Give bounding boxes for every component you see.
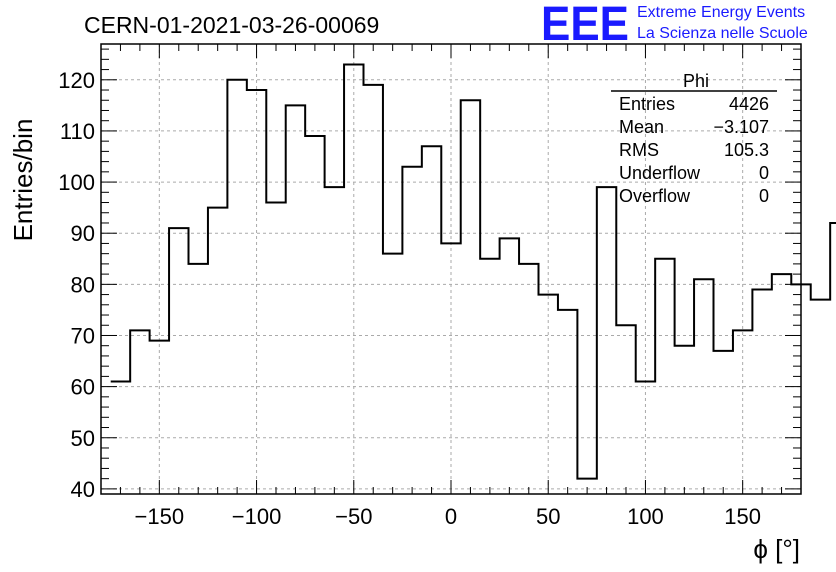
histogram-bin: [675, 346, 694, 348]
x-tick-label: 50: [536, 504, 560, 529]
histogram-bin: [364, 85, 383, 87]
histogram-bin: [344, 64, 363, 66]
histogram-bin: [305, 136, 324, 138]
y-axis-title: Entries/bin: [8, 119, 38, 242]
tick-labels: −150 −100 −50 0 50 100 150 40 50 60 70 80 90 100 110 12…: [58, 68, 761, 529]
histogram-bin: [772, 274, 791, 276]
histogram-bin: [597, 187, 616, 189]
histogram-bin: [752, 289, 771, 291]
logo-tagline-1: Extreme Energy Events: [637, 4, 805, 21]
histogram-bin: [111, 382, 130, 384]
histogram-bin: [441, 243, 460, 245]
stats-row-label: RMS: [619, 140, 659, 160]
histogram-bin: [247, 90, 266, 92]
axis-ticks: [100, 44, 802, 494]
stats-row-label: Entries: [619, 94, 675, 114]
y-tick-label: 80: [71, 272, 95, 297]
histogram-bin: [616, 325, 635, 327]
histogram-bin: [402, 167, 421, 169]
x-tick-label: −50: [335, 504, 372, 529]
histogram-bin: [655, 259, 674, 261]
stats-row-value: 105.3: [724, 140, 769, 160]
y-tick-label: 90: [71, 221, 95, 246]
x-tick-label: −150: [135, 504, 185, 529]
histogram-bin: [227, 80, 246, 82]
histogram-bin: [558, 310, 577, 312]
histogram-bin: [208, 208, 227, 210]
histogram-bin: [636, 382, 655, 384]
x-tick-label: 0: [445, 504, 457, 529]
stats-row-label: Underflow: [619, 163, 701, 183]
stats-box: Phi Entries 4426 Mean −3.107 RMS 105.3 Underfl…: [611, 71, 777, 206]
histogram-bin: [325, 187, 344, 189]
stats-row-value: −3.107: [713, 117, 769, 137]
y-tick-label: 70: [71, 323, 95, 348]
stats-row-label: Mean: [619, 117, 664, 137]
histogram-line: [110, 63, 836, 480]
x-tick-label: 100: [627, 504, 664, 529]
histogram-bin: [130, 330, 149, 332]
histogram-bin: [266, 203, 285, 205]
histogram-bin: [480, 259, 499, 261]
y-tick-label: 40: [71, 477, 95, 502]
grid-lines: [101, 44, 801, 494]
x-tick-label: 150: [724, 504, 761, 529]
x-axis-title: ϕ [°]: [753, 534, 800, 564]
histogram-bin: [733, 330, 752, 332]
stats-row-value: 0: [759, 186, 769, 206]
stats-title: Phi: [683, 71, 709, 91]
run-title: CERN-01-2021-03-26-00069: [84, 12, 379, 38]
histogram-bin: [577, 479, 596, 481]
histogram-bin: [461, 100, 480, 102]
y-tick-label: 120: [58, 68, 95, 93]
histogram-bin: [169, 228, 188, 230]
histogram-bin: [830, 223, 836, 225]
stats-row-value: 4426: [729, 94, 769, 114]
histogram-bin: [539, 295, 558, 297]
y-tick-label: 50: [71, 426, 95, 451]
histogram-bin: [811, 300, 830, 302]
histogram-bin: [500, 238, 519, 240]
y-tick-label: 60: [71, 375, 95, 400]
y-tick-label: 110: [60, 119, 95, 144]
stats-rows: Entries 4426 Mean −3.107 RMS 105.3 Underflow 0 O…: [619, 94, 769, 206]
eee-logo: EEE: [541, 0, 629, 51]
histogram-bin: [519, 264, 538, 266]
histogram-series: [110, 63, 836, 481]
y-tick-label: 100: [58, 170, 95, 195]
stats-row-label: Overflow: [619, 186, 691, 206]
stats-row-value: 0: [759, 163, 769, 183]
histogram-bin: [422, 146, 441, 148]
logo-tagline-2: La Scienza nelle Scuole: [637, 25, 808, 42]
histogram-bin: [694, 279, 713, 281]
histogram-bin: [383, 254, 402, 256]
histogram-bin: [714, 351, 733, 353]
histogram-bin: [286, 105, 305, 107]
histogram-bin: [150, 341, 169, 343]
histogram-bin: [189, 264, 208, 266]
x-tick-label: −100: [232, 504, 282, 529]
